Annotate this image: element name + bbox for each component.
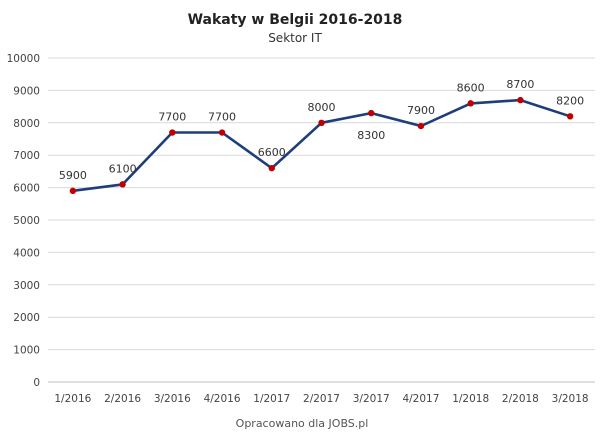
- y-axis-ticks: 0 1000 2000 3000 4000 5000 6000 7000 8000 9000 100…: [7, 53, 40, 389]
- data-label: 8300: [357, 129, 385, 142]
- data-point: [119, 181, 126, 188]
- data-label: 8200: [556, 94, 584, 107]
- chart-subtitle: Sektor IT: [268, 31, 322, 45]
- y-tick-label: 4000: [13, 247, 40, 259]
- data-label: 8000: [308, 101, 336, 114]
- data-point: [566, 113, 574, 120]
- data-label: 8700: [506, 78, 534, 91]
- y-tick-label: 1000: [13, 345, 40, 357]
- series-line: [69, 96, 574, 195]
- x-tick-label: 3/2017: [353, 393, 390, 405]
- y-tick-label: 3000: [13, 280, 40, 292]
- data-point: [517, 96, 524, 104]
- data-point: [417, 122, 425, 130]
- data-point: [268, 164, 275, 172]
- x-tick-label: 1/2016: [54, 393, 91, 405]
- y-tick-label: 6000: [13, 183, 40, 195]
- data-label: 7700: [158, 111, 186, 124]
- y-tick-label: 7000: [13, 150, 40, 162]
- y-tick-label: 5000: [13, 215, 40, 227]
- data-label: 6600: [258, 146, 286, 159]
- data-label: 7700: [208, 111, 236, 124]
- data-point: [368, 109, 375, 117]
- data-point: [218, 129, 226, 136]
- data-label: 5900: [59, 169, 87, 182]
- x-tick-label: 3/2016: [154, 393, 191, 405]
- x-axis-ticks: 1/2016 2/2016 3/2016 4/2016 1/2017 2/2017 3/20…: [54, 393, 588, 405]
- data-point: [467, 100, 474, 107]
- y-tick-label: 2000: [13, 312, 40, 324]
- data-labels: 5900 6100 7700 7700 6600 8000 8300 7900 8600 8700…: [59, 78, 584, 182]
- source-note: Opracowano dla JOBS.pl: [236, 417, 369, 430]
- y-tick-label: 8000: [13, 118, 40, 130]
- x-tick-label: 2/2017: [303, 393, 340, 405]
- x-tick-label: 4/2017: [402, 393, 439, 405]
- x-tick-label: 1/2017: [253, 393, 290, 405]
- x-tick-label: 1/2018: [452, 393, 489, 405]
- x-tick-label: 2/2016: [104, 393, 141, 405]
- y-tick-label: 9000: [13, 85, 40, 97]
- chart-title: Wakaty w Belgii 2016-2018: [188, 12, 403, 28]
- x-tick-label: 2/2018: [502, 393, 539, 405]
- x-tick-label: 4/2016: [204, 393, 241, 405]
- data-label: 7900: [407, 104, 435, 117]
- y-tick-label: 0: [33, 377, 40, 389]
- y-tick-label: 10000: [7, 53, 40, 65]
- data-label: 8600: [457, 81, 485, 94]
- x-tick-label: 3/2018: [552, 393, 589, 405]
- data-point: [69, 187, 77, 195]
- data-point: [169, 129, 176, 136]
- data-point: [318, 119, 325, 127]
- data-label: 6100: [109, 162, 137, 175]
